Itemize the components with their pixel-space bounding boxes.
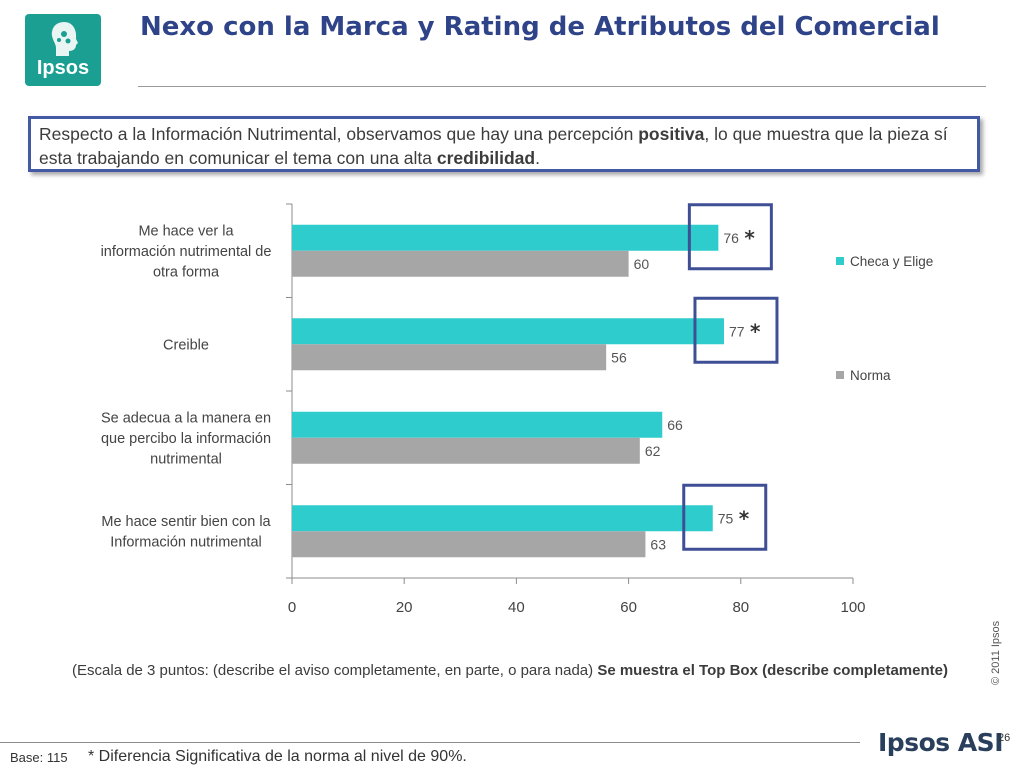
scale-note: (Escala de 3 puntos: (describe el aviso … [60,660,960,681]
ipsos-asi-brand: Ipsos ASI [878,728,1004,757]
data-label-checa-y-elige: 66 [667,417,683,433]
x-tick-label: 40 [508,599,525,616]
bar-checa-y-elige [292,411,663,438]
callout-text-3: . [535,148,540,168]
data-label-norma: 62 [645,443,661,459]
copyright: © 2011 Ipsos [990,620,1002,685]
category-label: Creible [163,337,209,353]
data-label-norma: 63 [650,536,666,552]
callout-text-1: Respecto a la Información Nutrimental, o… [39,124,639,144]
x-tick-label: 20 [396,599,413,616]
legend-swatch-checa-y-elige [836,257,844,265]
significance-box [682,483,768,551]
bar-norma [292,344,607,371]
scale-note-bold: Se muestra el Top Box (describe completa… [597,662,948,679]
significance-box [687,203,773,271]
footer-divider [0,742,860,743]
significance-marker: * [744,226,755,250]
legend-swatch-norma [836,371,844,379]
significance-marker: * [750,319,761,343]
bar-norma [292,531,646,558]
category-label: información nutrimental de [101,244,272,260]
insight-callout: Respecto a la Información Nutrimental, o… [28,116,980,172]
ipsos-logo: Ipsos [25,14,101,86]
data-label-norma: 60 [634,256,650,272]
significance-footnote: * Diferencia Significativa de la norma a… [88,748,467,765]
category-label: Se adecua a la manera en [101,410,271,426]
page-number: 26 [998,732,1011,744]
data-label-checa-y-elige: 76 [723,230,739,246]
category-label: que percibo la información [101,431,271,447]
legend-label-norma: Norma [850,368,891,383]
scale-note-text: (Escala de 3 puntos: (describe el aviso … [72,662,598,679]
x-tick-label: 60 [620,599,637,616]
callout-bold-1: positiva [638,124,705,144]
x-tick-label: 100 [840,599,865,616]
data-label-checa-y-elige: 75 [718,510,734,526]
bar-norma [292,250,629,277]
x-tick-label: 80 [732,599,749,616]
category-label: otra forma [153,264,220,280]
callout-bold-2: credibilidad [436,148,536,168]
category-label: Me hace sentir bien con la [101,514,271,530]
data-label-norma: 56 [611,349,627,365]
bar-checa-y-elige [292,224,719,251]
bar-checa-y-elige [292,505,713,532]
data-label-checa-y-elige: 77 [729,323,745,339]
significance-marker: * [739,506,750,530]
logo-text: Ipsos [36,57,90,79]
base-count: Base: 115 [10,750,68,765]
title-divider [138,86,986,87]
page-title: Nexo con la Marca y Rating de Atributos … [140,12,940,42]
category-label: Me hace ver la [138,223,234,239]
x-tick-label: 0 [288,599,296,616]
legend-label-checa-y-elige: Checa y Elige [850,254,933,269]
bar-norma [292,437,640,464]
significance-box [693,296,779,364]
category-label: nutrimental [150,451,222,467]
ipsos-head-icon [51,22,78,56]
callout-text-2: , lo que muestra que la pieza sí esta tr… [39,124,948,168]
bar-checa-y-elige [292,318,724,345]
category-label: Información nutrimental [110,535,262,551]
